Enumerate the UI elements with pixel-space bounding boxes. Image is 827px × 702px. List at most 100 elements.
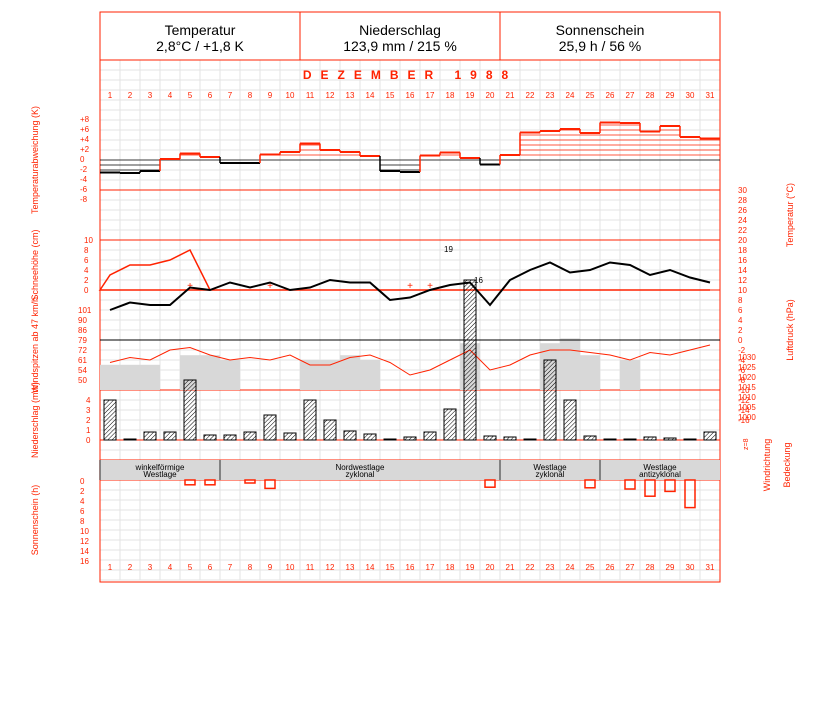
cloud-mark: z=8 — [743, 438, 750, 450]
snow-trace: + — [187, 281, 193, 292]
snow-ylabel: Schneehöhe (cm) — [30, 229, 40, 300]
sun-tick: 8 — [80, 517, 85, 526]
header-temperature-label: Temperatur — [164, 22, 236, 38]
sun-tick: 14 — [80, 547, 89, 556]
wind-label: 16 — [474, 276, 483, 285]
day-label-top: 9 — [268, 91, 273, 100]
temp-min-line — [109, 344, 711, 376]
wind-tick: 101 — [78, 306, 92, 315]
temp-tick: 16 — [738, 256, 747, 265]
day-label-bottom: 15 — [386, 563, 395, 572]
precip-bar — [383, 438, 397, 441]
tdev-tick: +4 — [80, 135, 90, 144]
weather-band — [100, 460, 720, 480]
day-label-bottom: 4 — [168, 563, 173, 572]
sun-tick: 16 — [80, 557, 89, 566]
temp-ylabel: Temperatur (°C) — [785, 183, 795, 247]
weather-type-name: winkelförmige — [135, 463, 185, 472]
temp-tick: 20 — [738, 236, 747, 245]
temp-tick: -8 — [738, 376, 746, 385]
weather-type-kind: Westlage — [143, 470, 177, 479]
day-label-bottom: 12 — [326, 563, 335, 572]
wind-bar — [220, 360, 240, 390]
temp-tick: -12 — [738, 396, 750, 405]
wind-bar — [580, 355, 600, 390]
precip-bar — [663, 437, 677, 441]
snow-tick: 8 — [84, 246, 89, 255]
tdev-ylabel: Temperaturabweichung (K) — [30, 106, 40, 214]
sun-bar — [664, 479, 676, 493]
weather-type-name: Nordwestlage — [336, 463, 385, 472]
temp-tick: -10 — [738, 386, 750, 395]
weather-type-name: Westlage — [643, 463, 677, 472]
wind-tick: 79 — [78, 336, 87, 345]
temp-tick: 14 — [738, 266, 747, 275]
day-label-bottom: 10 — [286, 563, 295, 572]
day-label-bottom: 17 — [426, 563, 435, 572]
sun-tick: 0 — [80, 477, 85, 486]
precip-bar — [583, 435, 597, 441]
day-label-top: 5 — [188, 91, 193, 100]
day-label-bottom: 9 — [268, 563, 273, 572]
precip-bar — [443, 408, 457, 441]
sun-bar — [644, 479, 656, 497]
day-label-top: 22 — [526, 91, 535, 100]
pressure-tick: 1010 — [738, 393, 756, 402]
day-label-bottom: 19 — [466, 563, 475, 572]
sun-ylabel: Sonnenschein (h) — [30, 485, 40, 556]
day-label-bottom: 3 — [148, 563, 153, 572]
sun-tick: 10 — [80, 527, 89, 536]
temp-tick: 30 — [738, 186, 747, 195]
day-label-top: 20 — [486, 91, 495, 100]
day-label-top: 6 — [208, 91, 213, 100]
wind-direction-label: Windrichtung — [762, 439, 772, 492]
day-label-bottom: 18 — [446, 563, 455, 572]
sun-tick: 2 — [80, 487, 85, 496]
temp-tick: 24 — [738, 216, 747, 225]
wind-bar — [100, 364, 120, 390]
temp-tick: -14 — [738, 406, 750, 415]
header-sunshine: Sonnenschein 25,9 h / 56 % — [500, 12, 700, 60]
month-title: DEZEMBER 1988 — [303, 68, 517, 82]
cloud-cover-label: Bedeckung — [782, 442, 792, 487]
header-precipitation: Niederschlag 123,9 mm / 215 % — [300, 12, 500, 60]
day-label-top: 18 — [446, 91, 455, 100]
temp-tick: 6 — [738, 306, 743, 315]
day-label-top: 12 — [326, 91, 335, 100]
precip-ylabel: Niederschlag (mm) — [30, 382, 40, 458]
day-label-bottom: 31 — [706, 563, 715, 572]
pressure-ylabel: Luftdruck (hPa) — [785, 299, 795, 361]
wind-bar — [320, 360, 340, 390]
temp-tick: 18 — [738, 246, 747, 255]
sun-bar — [484, 479, 496, 488]
wind-tick: 61 — [78, 356, 87, 365]
wind-bar — [200, 355, 220, 390]
grid — [99, 60, 721, 581]
sun-bar — [204, 479, 216, 486]
precip-tick: 0 — [86, 436, 91, 445]
tdev-tick: -2 — [80, 165, 88, 174]
day-label-top: 10 — [286, 91, 295, 100]
chart-frame — [99, 11, 721, 583]
precip-bar — [563, 399, 577, 441]
wind-label: 19 — [444, 245, 453, 254]
day-label-bottom: 26 — [606, 563, 615, 572]
day-label-top: 7 — [228, 91, 233, 100]
precip-bar — [643, 436, 657, 441]
day-label-top: 23 — [546, 91, 555, 100]
day-label-bottom: 1 — [108, 563, 113, 572]
day-label-top: 3 — [148, 91, 153, 100]
temp-tick: 28 — [738, 196, 747, 205]
precip-bar — [363, 433, 377, 441]
weather-type-kind: antizyklonal — [639, 470, 681, 479]
wind-tick: 86 — [78, 326, 87, 335]
sun-bar — [184, 479, 196, 486]
sun-bar — [624, 479, 636, 490]
weather-type-name: Westlage — [533, 463, 567, 472]
day-label-top: 17 — [426, 91, 435, 100]
day-label-bottom: 16 — [406, 563, 415, 572]
wind-tick: 54 — [78, 366, 87, 375]
day-label-bottom: 23 — [546, 563, 555, 572]
temp-tick: -16 — [738, 416, 750, 425]
temp-tick: 10 — [738, 286, 747, 295]
